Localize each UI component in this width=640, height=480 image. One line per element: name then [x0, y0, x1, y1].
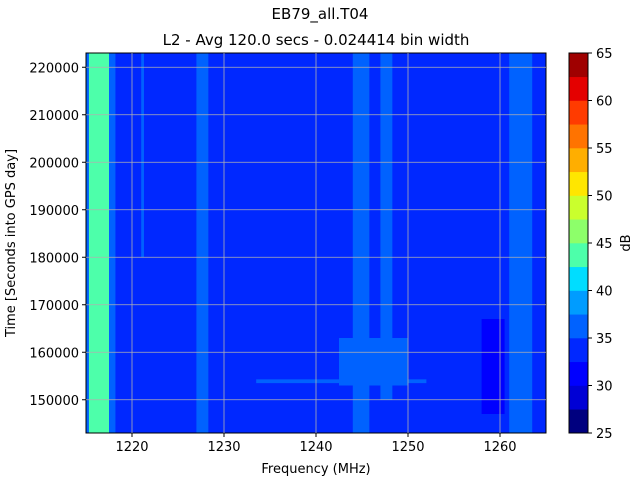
colorbar-tick-label: 60	[596, 95, 613, 110]
colorbar-segment	[569, 148, 588, 173]
colorbar-tick-label: 45	[596, 237, 613, 252]
colorbar-tick-label: 65	[596, 47, 613, 62]
x-tick-label: 1220	[115, 440, 148, 455]
y-tick-label: 160000	[29, 346, 79, 361]
y-tick-label: 150000	[29, 394, 79, 409]
colorbar-tick-label: 30	[596, 380, 613, 395]
colorbar-segment	[569, 290, 588, 315]
colorbar-segment	[569, 219, 588, 244]
heatmap-cell	[196, 53, 209, 433]
heatmap-cell	[88, 53, 109, 433]
colorbar: 25 30 35 40 45 50 55 60 65	[568, 47, 613, 442]
colorbar-tick-label: 40	[596, 285, 613, 300]
colorbar-tick-label: 35	[596, 332, 613, 347]
y-tick-label: 170000	[29, 299, 79, 314]
heatmap-cell	[509, 53, 533, 433]
x-tick-label: 1250	[391, 440, 424, 455]
y-axis-label: Time [Seconds into GPS day]	[4, 149, 19, 338]
chart-subtitle: L2 - Avg 120.0 secs - 0.024414 bin width	[163, 31, 470, 49]
colorbar-segment	[569, 314, 588, 339]
y-tick-label: 200000	[29, 156, 79, 171]
heatmap-cell	[380, 53, 393, 400]
colorbar-segment	[569, 171, 588, 196]
colorbar-segment	[569, 100, 588, 125]
colorbar-tick-label: 50	[596, 190, 613, 205]
x-tick-label: 1230	[207, 440, 240, 455]
y-axis: 150000 160000 170000 180000 190000 200000 2100…	[29, 61, 86, 409]
colorbar-segment	[569, 385, 588, 410]
y-tick-label: 220000	[29, 61, 79, 76]
heatmap-cell	[481, 319, 505, 414]
heatmap-cell	[109, 53, 116, 433]
colorbar-segment	[569, 361, 588, 386]
colorbar-tick-label: 25	[596, 427, 613, 442]
colorbar-label: dB	[619, 234, 634, 251]
colorbar-segment	[569, 338, 588, 363]
colorbar-tick-label: 55	[596, 142, 613, 157]
heatmap-cell	[256, 379, 427, 384]
colorbar-segment	[569, 195, 588, 220]
colorbar-segment	[569, 76, 588, 101]
colorbar-segment	[569, 53, 588, 78]
colorbar-segment	[569, 409, 588, 434]
y-tick-label: 180000	[29, 251, 79, 266]
x-axis: 1220 1230 1240 1250 1260	[115, 433, 517, 455]
colorbar-segment	[569, 124, 588, 149]
heatmap-cell	[86, 53, 89, 433]
x-tick-label: 1260	[483, 440, 516, 455]
chart-title: EB79_all.T04	[272, 5, 369, 24]
heatmap-cell	[141, 53, 144, 258]
grid-lines	[86, 53, 546, 433]
heatmap-cell	[339, 338, 408, 386]
x-tick-label: 1240	[299, 440, 332, 455]
y-tick-label: 210000	[29, 109, 79, 124]
colorbar-segment	[569, 243, 588, 268]
y-tick-label: 190000	[29, 204, 79, 219]
colorbar-segment	[569, 266, 588, 291]
x-axis-label: Frequency (MHz)	[261, 462, 370, 477]
